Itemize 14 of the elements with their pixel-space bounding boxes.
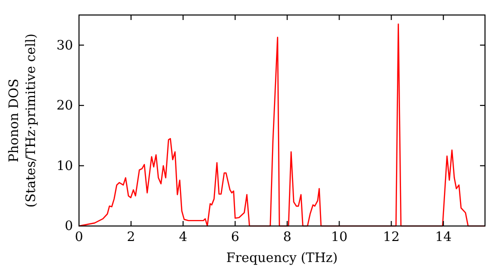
x-tick-label: 14 <box>435 230 452 246</box>
x-tick-label: 4 <box>178 230 188 246</box>
x-tick-label: 8 <box>283 230 292 246</box>
x-axis-title: Frequency (THz) <box>226 251 338 266</box>
x-tick-label: 2 <box>126 230 136 246</box>
y-tick-label: 30 <box>56 38 73 54</box>
y-axis-title: Phonon DOS (States/THz·primitive cell) <box>7 33 39 208</box>
y-tick-label: 20 <box>56 98 73 114</box>
y-tick-label: 10 <box>56 158 73 174</box>
y-tick-label: 0 <box>64 219 73 234</box>
x-tick-label: 6 <box>231 230 240 246</box>
x-tick-label: 10 <box>330 230 348 246</box>
x-tick-label: 12 <box>383 230 400 246</box>
x-tick-label: 0 <box>74 230 84 246</box>
